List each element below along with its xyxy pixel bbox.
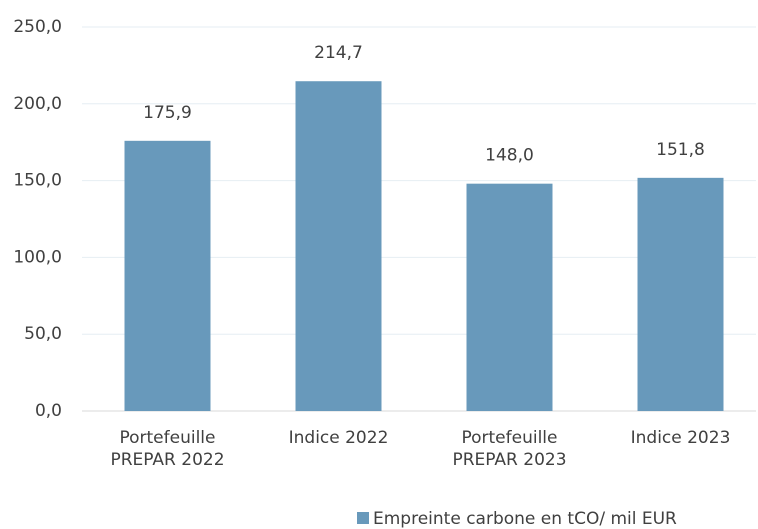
- x-tick-label: Indice 2022: [288, 428, 389, 448]
- bar: [124, 140, 211, 411]
- data-label: 151,8: [656, 140, 705, 160]
- bar: [466, 183, 553, 411]
- data-label: 175,9: [143, 103, 192, 123]
- y-tick-label: 100,0: [13, 247, 62, 267]
- x-tick-label: Portefeuille PREPAR 2023: [452, 428, 567, 470]
- data-label: 214,7: [314, 43, 363, 63]
- y-tick-label: 250,0: [13, 17, 62, 37]
- legend-swatch: [357, 512, 369, 524]
- y-tick-label: 150,0: [13, 171, 62, 191]
- x-tick-label: Portefeuille PREPAR 2022: [110, 428, 225, 470]
- y-tick-label: 50,0: [24, 324, 62, 344]
- y-tick-label: 0,0: [35, 401, 62, 421]
- y-tick-label: 200,0: [13, 94, 62, 114]
- bar: [295, 81, 382, 412]
- x-tick-label: Indice 2023: [630, 428, 731, 448]
- legend-label: Empreinte carbone en tCO/ mil EUR: [373, 509, 677, 529]
- data-label: 148,0: [485, 146, 534, 166]
- bar: [637, 177, 724, 411]
